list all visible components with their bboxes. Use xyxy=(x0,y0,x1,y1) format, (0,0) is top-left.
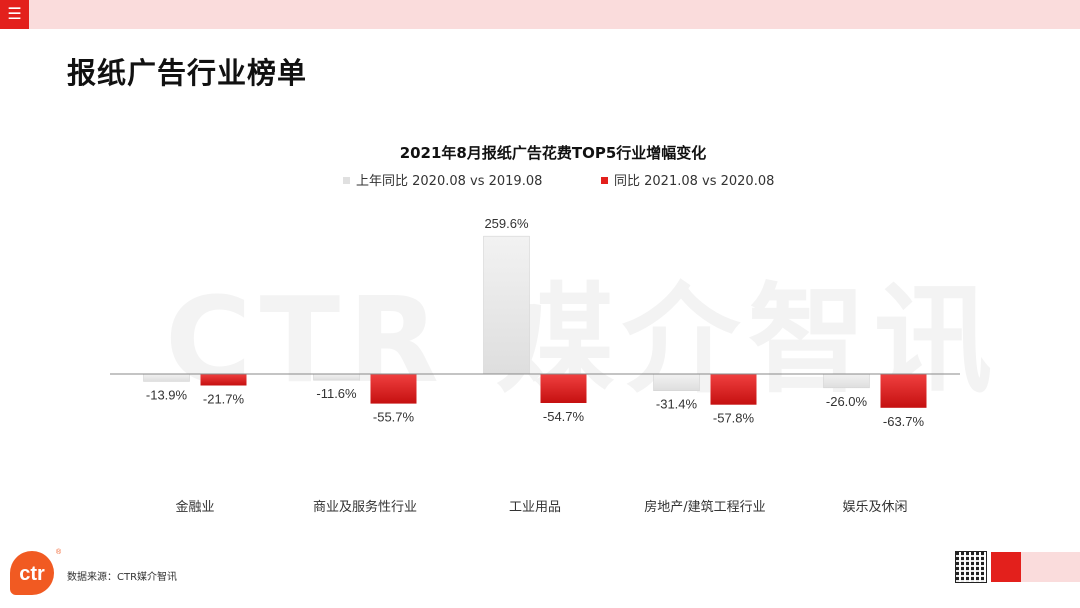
bar-curr-4 xyxy=(880,374,927,408)
category-label-3: 房地产/建筑工程行业 xyxy=(644,499,765,515)
legend-swatch-curr xyxy=(601,177,608,184)
menu-icon[interactable]: ☰ xyxy=(0,0,29,29)
page-title: 报纸广告行业榜单 xyxy=(67,56,308,90)
bar-prev-4 xyxy=(823,373,870,389)
value-label-prev-1: -11.6% xyxy=(316,386,357,401)
footer-pink-block xyxy=(1021,552,1080,582)
bar-curr-0 xyxy=(200,374,247,386)
bar-prev-3 xyxy=(653,373,700,392)
ctr-logo: ctr xyxy=(10,551,54,595)
value-label-curr-3: -57.8% xyxy=(713,411,755,426)
category-labels-group: 金融业 商业及服务性行业 工业用品 房地产/建筑工程行业 娱乐及休闲 xyxy=(175,499,907,515)
bar-chart: 2021年8月报纸广告花费TOP5行业增幅变化 上年同比 2020.08 vs … xyxy=(110,144,960,515)
value-label-prev-3: -31.4% xyxy=(656,397,698,412)
legend-label-prev: 上年同比 2020.08 vs 2019.08 xyxy=(356,174,542,189)
chart-title: 2021年8月报纸广告花费TOP5行业增幅变化 xyxy=(400,144,707,162)
qr-code-icon xyxy=(955,551,987,583)
bar-curr-2 xyxy=(540,374,587,403)
value-label-prev-4: -26.0% xyxy=(826,394,868,409)
data-source-note: 数据来源：CTR媒介智讯 xyxy=(67,572,178,583)
bars-group xyxy=(143,235,927,408)
bar-curr-3 xyxy=(710,374,757,405)
footer-red-block xyxy=(991,552,1021,582)
bar-prev-1 xyxy=(313,373,360,381)
legend-swatch-prev xyxy=(343,177,350,184)
category-label-1: 商业及服务性行业 xyxy=(313,499,417,515)
category-label-0: 金融业 xyxy=(175,499,214,515)
value-label-curr-0: -21.7% xyxy=(203,392,245,407)
legend: 上年同比 2020.08 vs 2019.08 同比 2021.08 vs 20… xyxy=(343,174,774,189)
value-label-curr-2: -54.7% xyxy=(543,409,585,424)
value-label-prev-2: 259.6% xyxy=(484,216,529,231)
value-label-curr-1: -55.7% xyxy=(373,410,415,425)
legend-label-curr: 同比 2021.08 vs 2020.08 xyxy=(614,174,774,189)
value-labels-group: -13.9% -21.7% -11.6% -55.7% 259.6% -54.7% -31.… xyxy=(146,216,925,429)
bar-prev-2 xyxy=(483,235,530,375)
category-label-4: 娱乐及休闲 xyxy=(842,500,907,515)
value-label-prev-0: -13.9% xyxy=(146,387,188,402)
registered-mark: ® xyxy=(56,549,62,556)
value-label-curr-4: -63.7% xyxy=(883,414,925,429)
category-label-2: 工业用品 xyxy=(509,500,561,515)
bar-prev-0 xyxy=(143,373,190,382)
top-bar xyxy=(0,0,1080,29)
bar-curr-1 xyxy=(370,374,417,404)
